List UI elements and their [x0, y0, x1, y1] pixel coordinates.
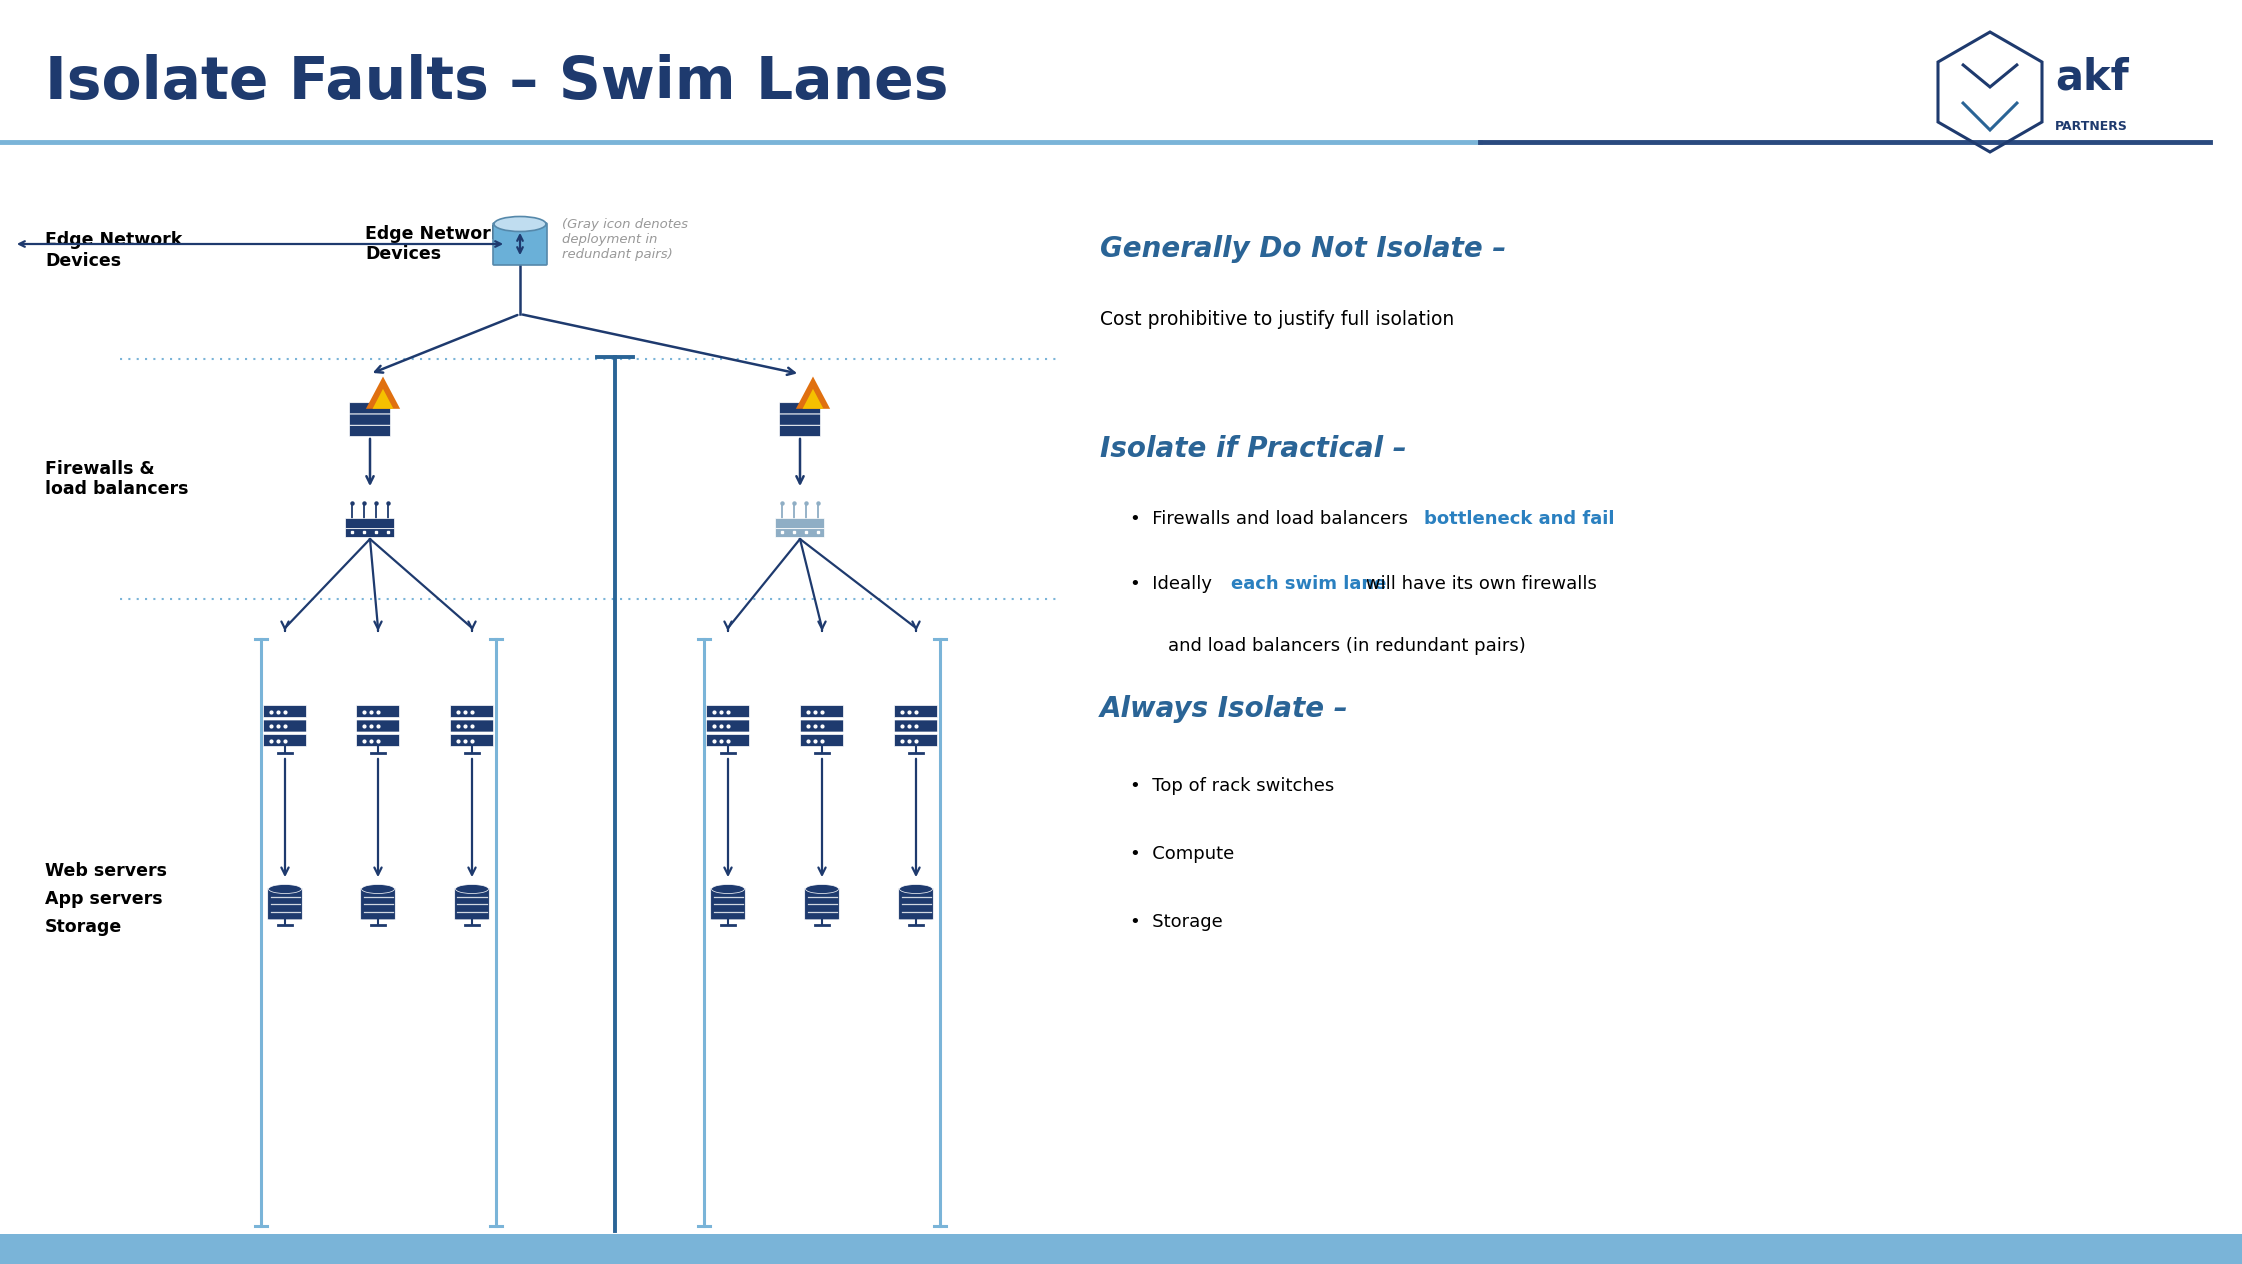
FancyBboxPatch shape	[805, 889, 839, 920]
FancyBboxPatch shape	[356, 705, 399, 718]
FancyBboxPatch shape	[451, 720, 493, 732]
FancyBboxPatch shape	[265, 705, 307, 718]
Text: Firewalls &
load balancers: Firewalls & load balancers	[45, 460, 188, 498]
Text: bottleneck and fail: bottleneck and fail	[1424, 509, 1614, 528]
FancyBboxPatch shape	[800, 705, 843, 718]
FancyBboxPatch shape	[361, 889, 395, 920]
Text: •  Storage: • Storage	[1130, 913, 1222, 932]
Polygon shape	[803, 389, 823, 408]
FancyBboxPatch shape	[776, 518, 825, 528]
FancyBboxPatch shape	[895, 705, 937, 718]
Text: Generally Do Not Isolate –: Generally Do Not Isolate –	[1101, 235, 1507, 263]
FancyBboxPatch shape	[267, 889, 303, 920]
FancyBboxPatch shape	[356, 720, 399, 732]
Text: Always Isolate –: Always Isolate –	[1101, 695, 1350, 723]
FancyBboxPatch shape	[800, 720, 843, 732]
FancyBboxPatch shape	[350, 426, 390, 436]
FancyBboxPatch shape	[356, 734, 399, 747]
Text: each swim lane: each swim lane	[1231, 575, 1386, 593]
Text: •  Compute: • Compute	[1130, 846, 1235, 863]
FancyBboxPatch shape	[776, 528, 825, 537]
Ellipse shape	[899, 885, 933, 894]
Ellipse shape	[805, 885, 839, 894]
FancyBboxPatch shape	[350, 403, 390, 413]
Text: •  Top of rack switches: • Top of rack switches	[1130, 777, 1334, 795]
FancyBboxPatch shape	[265, 720, 307, 732]
FancyBboxPatch shape	[780, 403, 821, 413]
FancyBboxPatch shape	[451, 705, 493, 718]
FancyBboxPatch shape	[706, 734, 749, 747]
FancyBboxPatch shape	[780, 426, 821, 436]
Text: Edge Network
Devices: Edge Network Devices	[365, 225, 502, 263]
Text: and load balancers (in redundant pairs): and load balancers (in redundant pairs)	[1168, 637, 1527, 655]
Text: •  Firewalls and load balancers: • Firewalls and load balancers	[1130, 509, 1415, 528]
Ellipse shape	[711, 885, 744, 894]
FancyBboxPatch shape	[265, 734, 307, 747]
FancyBboxPatch shape	[800, 734, 843, 747]
FancyBboxPatch shape	[706, 720, 749, 732]
Text: Cost prohibitive to justify full isolation: Cost prohibitive to justify full isolati…	[1101, 310, 1455, 329]
FancyBboxPatch shape	[895, 720, 937, 732]
FancyBboxPatch shape	[895, 734, 937, 747]
Ellipse shape	[361, 885, 395, 894]
Text: akf: akf	[2056, 56, 2128, 99]
FancyBboxPatch shape	[350, 415, 390, 425]
Text: •  Ideally: • Ideally	[1130, 575, 1217, 593]
Polygon shape	[372, 389, 392, 408]
Ellipse shape	[493, 216, 547, 231]
Text: Web servers
App servers
Storage: Web servers App servers Storage	[45, 862, 166, 935]
FancyBboxPatch shape	[455, 889, 489, 920]
Ellipse shape	[455, 885, 489, 894]
FancyBboxPatch shape	[345, 518, 395, 528]
FancyBboxPatch shape	[451, 734, 493, 747]
Text: (Gray icon denotes
deployment in
redundant pairs): (Gray icon denotes deployment in redunda…	[563, 217, 688, 260]
Polygon shape	[365, 377, 399, 408]
FancyBboxPatch shape	[0, 1234, 2242, 1264]
Polygon shape	[796, 377, 830, 408]
Text: Isolate if Practical –: Isolate if Practical –	[1101, 435, 1406, 463]
FancyBboxPatch shape	[345, 528, 395, 537]
FancyBboxPatch shape	[493, 222, 547, 265]
Text: will have its own firewalls: will have its own firewalls	[1361, 575, 1596, 593]
Text: PARTNERS: PARTNERS	[2056, 120, 2128, 134]
FancyBboxPatch shape	[711, 889, 744, 920]
FancyBboxPatch shape	[706, 705, 749, 718]
FancyBboxPatch shape	[780, 415, 821, 425]
Ellipse shape	[269, 885, 300, 894]
FancyBboxPatch shape	[899, 889, 933, 920]
Text: Isolate Faults – Swim Lanes: Isolate Faults – Swim Lanes	[45, 53, 948, 110]
Text: Edge Network
Devices: Edge Network Devices	[45, 231, 182, 270]
